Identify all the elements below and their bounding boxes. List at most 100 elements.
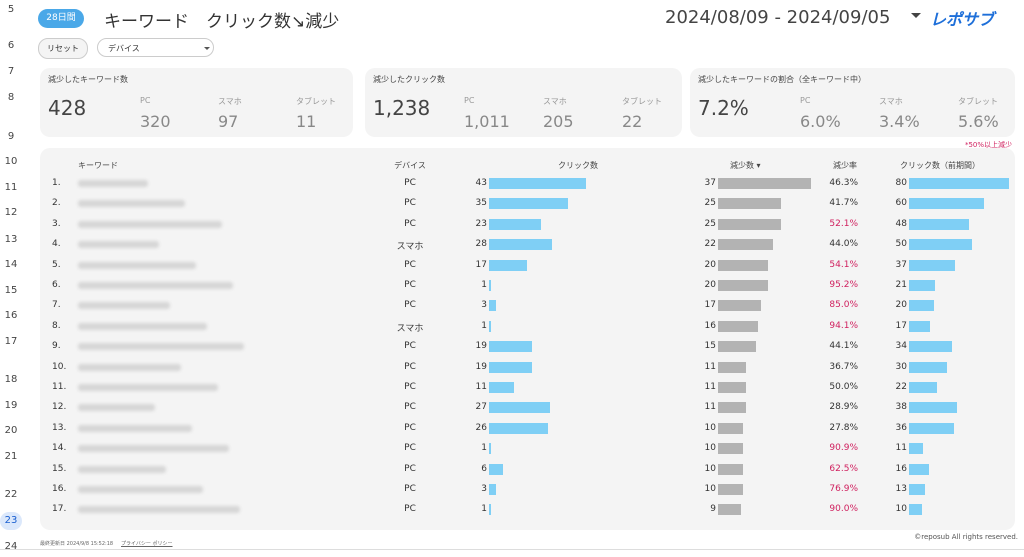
rate: 52.1% — [829, 218, 858, 229]
device: PC — [404, 259, 416, 270]
cell-value: 19 — [475, 361, 487, 372]
keyword-blurred — [78, 486, 203, 493]
rate: 36.7% — [829, 361, 858, 372]
cell-value: 1 — [481, 443, 487, 454]
bar — [489, 361, 532, 373]
rate: 76.9% — [829, 484, 858, 494]
rank: 14. — [52, 443, 67, 454]
row-number: 18 — [4, 374, 18, 385]
bar — [909, 239, 972, 251]
column-header[interactable]: 減少数 ▾ — [730, 161, 761, 170]
cell-value: 25 — [704, 218, 716, 229]
cell-value: 10 — [704, 422, 716, 433]
row-number: 9 — [7, 131, 15, 142]
rank: 7. — [52, 300, 61, 311]
cell-value: 11 — [704, 361, 716, 372]
kpi-label: タブレット — [622, 97, 662, 106]
row-number: 17 — [4, 336, 18, 347]
bar — [909, 300, 934, 312]
rank: 16. — [52, 484, 67, 494]
cell-value: 17 — [704, 300, 716, 311]
rank: 8. — [52, 320, 61, 331]
kpi-value: 3.4% — [879, 112, 920, 131]
keyword-blurred — [78, 241, 159, 249]
keyword-blurred — [78, 220, 222, 228]
device-filter[interactable]: デバイス — [97, 38, 214, 57]
bar — [489, 178, 586, 189]
cell-value: 48 — [895, 218, 907, 229]
bar — [718, 463, 744, 475]
device: スマホ — [396, 323, 424, 334]
column-header[interactable]: 減少率 — [833, 161, 857, 170]
cell-value: 19 — [475, 341, 487, 352]
bar — [718, 443, 744, 455]
cell-value: 11 — [704, 402, 716, 413]
cell-value: 27 — [475, 402, 487, 413]
rank: 9. — [52, 341, 61, 352]
device: PC — [404, 198, 416, 209]
cell-value: 37 — [895, 259, 907, 270]
kpi-card: 減少したキーワード数 428 PC 320 スマホ 97 タブレット 11 — [40, 68, 353, 137]
bar — [909, 361, 947, 373]
cell-value: 10 — [704, 443, 716, 454]
reset-button[interactable]: リセット — [38, 38, 88, 59]
kpi-value: 320 — [140, 112, 171, 131]
date-dropdown-arrow[interactable] — [911, 13, 921, 18]
bar — [909, 484, 926, 495]
cell-value: 1 — [481, 320, 487, 331]
bar — [718, 422, 744, 434]
row-number: 14 — [4, 259, 18, 270]
rate: 94.1% — [829, 320, 858, 331]
bar — [489, 259, 528, 271]
cell-value: 26 — [475, 422, 487, 433]
bar — [489, 198, 568, 210]
keyword-blurred — [78, 506, 240, 514]
cell-value: 10 — [895, 504, 907, 515]
cell-value: 16 — [704, 320, 716, 331]
rate: 95.2% — [829, 280, 858, 290]
bar — [909, 463, 929, 475]
bar — [909, 280, 936, 291]
rank: 3. — [52, 218, 61, 229]
kpi-value: 1,011 — [464, 112, 510, 131]
kpi-label: PC — [464, 96, 475, 105]
column-header[interactable]: クリック数 — [558, 161, 598, 170]
cell-value: 6 — [481, 463, 487, 474]
bar — [909, 198, 984, 210]
cell-value: 20 — [704, 280, 716, 290]
period-badge[interactable]: 28日間 — [38, 9, 84, 28]
cell-value: 10 — [704, 463, 716, 474]
note: *50%以上減少 — [964, 141, 1012, 149]
bar — [489, 218, 541, 230]
cell-value: 11 — [895, 443, 907, 454]
cell-value: 37 — [704, 178, 716, 188]
column-header[interactable]: クリック数（前期間） — [900, 161, 980, 170]
device: スマホ — [396, 242, 424, 253]
column-header[interactable]: デバイス — [394, 161, 426, 170]
keyword-blurred — [78, 445, 229, 453]
page-title: キーワード クリック数↘減少 — [104, 12, 340, 32]
row-number: 11 — [4, 182, 18, 193]
kpi-title: 減少したキーワード数 — [48, 75, 128, 84]
date-range[interactable]: 2024/08/09 - 2024/09/05 — [665, 7, 891, 28]
bar — [489, 463, 503, 475]
device: PC — [404, 341, 416, 352]
column-header[interactable]: キーワード — [78, 161, 118, 170]
cell-value: 22 — [704, 239, 716, 250]
row-number: 12 — [4, 207, 18, 218]
bar — [489, 280, 492, 291]
keyword-blurred — [78, 465, 166, 473]
kpi-label: タブレット — [296, 97, 336, 106]
row-number: 19 — [4, 400, 18, 411]
kpi-value: 5.6% — [958, 112, 999, 131]
rate: 46.3% — [829, 178, 858, 188]
row-number: 23 — [0, 512, 22, 530]
cell-value: 20 — [895, 300, 907, 311]
privacy-link[interactable]: プライバシー ポリシー — [121, 541, 173, 547]
row-number: 24 — [4, 541, 18, 552]
cell-value: 21 — [895, 280, 907, 290]
bar — [718, 341, 756, 353]
bar — [489, 422, 548, 434]
device: PC — [404, 504, 416, 515]
keyword-blurred — [78, 343, 244, 351]
